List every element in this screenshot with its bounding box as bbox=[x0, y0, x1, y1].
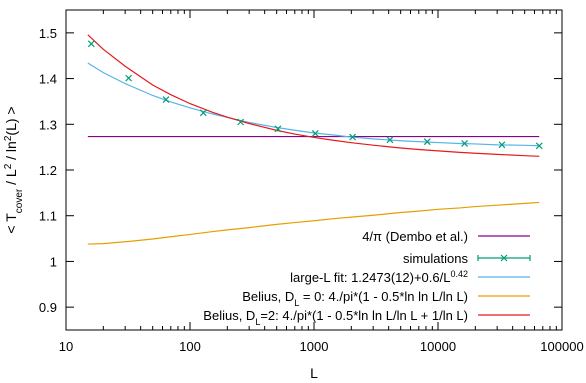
y-axis-label: < Tcover / L2 / ln2(L) > bbox=[3, 106, 25, 233]
series-line-2 bbox=[87, 62, 540, 147]
legend: 4/π (Dembo et al.) simulations large-L fit… bbox=[203, 229, 531, 327]
y-tick-label: 1.1 bbox=[39, 209, 57, 224]
simulation-point bbox=[423, 138, 431, 146]
series-lines bbox=[87, 34, 540, 245]
simulation-point bbox=[125, 74, 133, 82]
simulation-point bbox=[498, 141, 506, 149]
simulation-point bbox=[535, 142, 543, 150]
x-tick-label: 1000 bbox=[300, 339, 329, 354]
legend-label-0: 4/π (Dembo et al.) bbox=[362, 229, 468, 244]
simulation-point bbox=[237, 118, 245, 126]
x-tick-label: 10000 bbox=[420, 339, 456, 354]
simulation-point bbox=[311, 130, 319, 137]
simulation-point bbox=[386, 136, 394, 144]
y-tick-label: 1.3 bbox=[39, 117, 57, 132]
simulation-point bbox=[461, 140, 469, 147]
axis-ticks: 10 100 1000 10000 100000 0.9 1 1.1 1.2 1.3 1.4 1.5 bbox=[39, 10, 584, 354]
x-tick-label: 100000 bbox=[540, 339, 583, 354]
simulation-point bbox=[349, 133, 357, 141]
x-axis-label: L bbox=[310, 365, 318, 381]
y-tick-label: 1.4 bbox=[39, 72, 57, 87]
series-line-4 bbox=[87, 34, 540, 157]
x-tick-label: 10 bbox=[59, 339, 73, 354]
legend-label-4: Belius, DL=2: 4./pi*(1 - 0.5*ln ln L/ln … bbox=[203, 308, 468, 327]
x-tick-label: 100 bbox=[179, 339, 201, 354]
y-tick-label: 0.9 bbox=[39, 300, 57, 315]
legend-label-3: Belius, DL = 0: 4./pi*(1 - 0.5*ln ln L/l… bbox=[242, 289, 468, 308]
legend-marker bbox=[500, 254, 508, 262]
y-tick-label: 1.2 bbox=[39, 163, 57, 178]
simulation-point bbox=[274, 125, 282, 133]
y-tick-label: 1.5 bbox=[39, 26, 57, 41]
legend-label-1: simulations bbox=[403, 251, 469, 266]
series-line-3 bbox=[87, 201, 540, 245]
legend-label-2: large-L fit: 1.2473(12)+0.6/L0.42 bbox=[290, 269, 468, 285]
simulation-point bbox=[199, 109, 207, 117]
simulation-point bbox=[162, 96, 170, 104]
simulation-point bbox=[87, 40, 95, 48]
y-tick-label: 1 bbox=[50, 254, 57, 269]
simulation-points bbox=[87, 40, 543, 150]
